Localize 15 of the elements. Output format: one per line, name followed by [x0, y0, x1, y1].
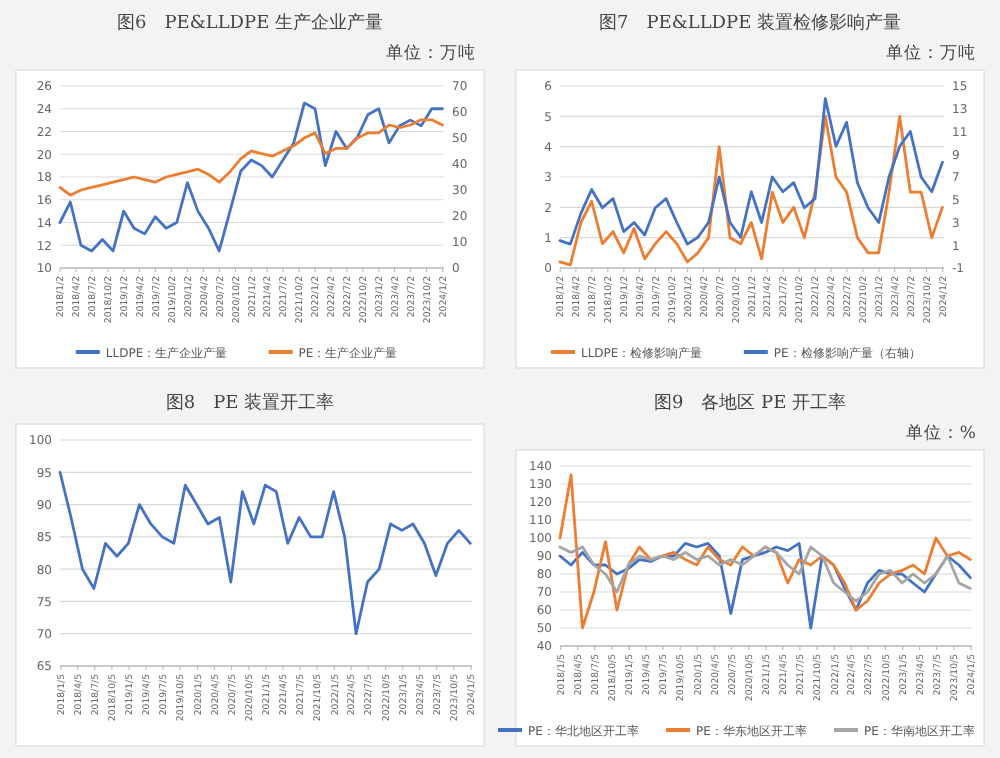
chart-title: 图7 PE&LLDPE 装置检修影响产量 [598, 12, 902, 34]
line-series [58, 101, 444, 253]
chart-title: 图9 各地区 PE 开工率 [653, 392, 847, 414]
chart-subtitle: 单位：万吨 [886, 42, 976, 64]
line-series [558, 97, 944, 246]
chart-subtitle: 单位：% [905, 422, 976, 444]
chart-subtitle: 单位：万吨 [386, 42, 476, 64]
line-series [58, 118, 444, 197]
chart-title: 图8 PE 装置开工率 [165, 392, 335, 414]
chart-title: 图6 PE&LLDPE 生产企业产量 [116, 12, 384, 34]
line-series [558, 545, 972, 603]
line-series [558, 542, 972, 630]
line-series [58, 470, 472, 636]
line-series [558, 473, 972, 630]
line-series [558, 114, 944, 267]
